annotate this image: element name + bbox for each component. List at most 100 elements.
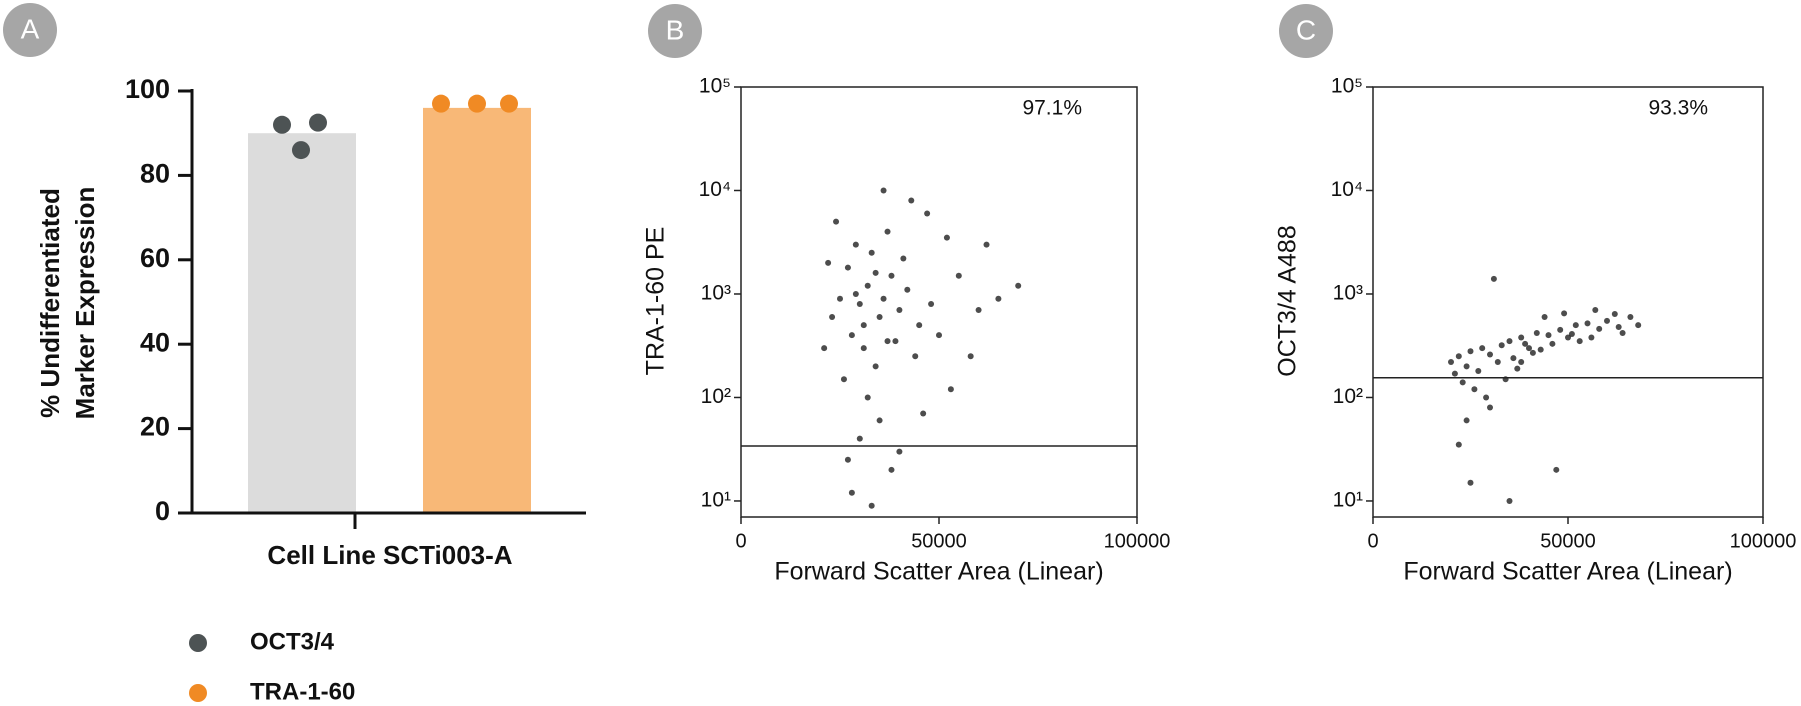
scatter-point	[1448, 359, 1454, 366]
scatter-point	[1635, 322, 1642, 329]
y-tick-label: 100	[125, 74, 170, 104]
scatter-point	[904, 286, 911, 293]
scatter-point	[1479, 345, 1486, 352]
scatter-point	[975, 307, 982, 314]
y-axis-label: % Undifferentiated	[35, 188, 65, 418]
scatter-point	[1506, 497, 1513, 504]
x-tick-label: 100000	[1730, 530, 1797, 552]
scatter-point	[924, 210, 931, 217]
scatter-point	[844, 264, 851, 271]
y-tick-label: 40	[140, 327, 170, 357]
scatter-point	[1553, 466, 1560, 473]
scatter-point	[1627, 313, 1634, 320]
panel-letter: A	[21, 13, 40, 44]
scatter-point	[1471, 386, 1478, 393]
annotation: 93.3%	[1648, 97, 1708, 120]
scatter-point	[1611, 311, 1618, 318]
scatter-point	[916, 322, 923, 329]
scatter-point	[995, 295, 1002, 302]
scatter-point	[848, 489, 855, 496]
scatter-point	[896, 307, 903, 314]
scatter-point	[1584, 320, 1591, 327]
scatter-point	[1545, 332, 1552, 339]
scatter-point	[1518, 334, 1525, 341]
y-tick-label: 10⁵	[1331, 75, 1363, 98]
scatter-point	[860, 322, 867, 329]
scatter-point	[852, 241, 859, 248]
scatter-point	[967, 353, 974, 360]
scatter-point	[1526, 345, 1532, 352]
scatter-point	[829, 313, 836, 320]
scatter-point	[888, 466, 895, 473]
scatter-point	[1592, 307, 1599, 314]
x-axis-label: Forward Scatter Area (Linear)	[1403, 558, 1732, 586]
scatter-point	[1494, 359, 1501, 366]
legend-label: TRA-1-60	[250, 678, 355, 705]
scatter-point	[912, 353, 919, 360]
scatter-point	[1015, 282, 1022, 289]
bar	[423, 107, 531, 513]
y-tick-label: 80	[140, 159, 170, 189]
scatter-point	[896, 448, 903, 455]
y-axis-label: TRA-1-60 PE	[642, 227, 670, 376]
x-tick-label: 50000	[1540, 530, 1596, 552]
scatter-point	[872, 269, 879, 276]
panel-badge	[1279, 4, 1333, 58]
scatter-point	[1604, 317, 1610, 324]
scatter-point	[884, 338, 891, 345]
y-axis-label: Marker Expression	[70, 187, 100, 420]
scatter-point	[908, 197, 915, 204]
scatter-point	[1451, 370, 1458, 377]
plot-frame	[1372, 86, 1764, 518]
scatter-point	[1561, 310, 1568, 317]
scatter-point	[1455, 353, 1462, 360]
y-tick-label: 0	[155, 496, 170, 526]
scatter-point	[888, 272, 895, 279]
scatter-point	[856, 435, 863, 442]
scatter-point	[844, 456, 851, 463]
panel-badge	[648, 4, 702, 58]
scatter-point	[1455, 441, 1462, 448]
scatter-point	[1475, 368, 1482, 375]
scatter-point	[920, 410, 927, 417]
panel-letter: B	[666, 14, 685, 45]
x-tick-label: 50000	[911, 530, 967, 552]
plot-frame	[740, 86, 1138, 518]
scatter-point	[1463, 363, 1470, 370]
scatter-point	[1549, 340, 1556, 347]
scatter-point	[1619, 329, 1626, 336]
y-tick-label: 10³	[701, 282, 731, 305]
y-tick-label: 10³	[1333, 282, 1363, 305]
scatter-point	[1514, 365, 1521, 372]
scatter-point	[947, 386, 954, 393]
data-point	[468, 94, 486, 113]
scatter-point	[852, 290, 859, 297]
scatter-point	[833, 218, 840, 225]
y-tick-label: 60	[140, 243, 170, 273]
x-axis-label: Forward Scatter Area (Linear)	[774, 558, 1103, 586]
scatter-point	[983, 241, 990, 248]
scatter-point	[864, 394, 871, 401]
scatter-point	[1588, 334, 1595, 341]
scatter-point	[892, 338, 899, 345]
scatter-point	[1467, 348, 1474, 355]
panel-badge	[3, 3, 57, 57]
scatter-point	[1541, 313, 1548, 320]
scatter-point	[860, 345, 867, 352]
scatter-point	[1568, 331, 1575, 338]
x-tick-label: 0	[735, 530, 746, 552]
scatter-point	[1565, 334, 1571, 341]
scatter-point	[1487, 351, 1493, 358]
scatter-point	[1506, 338, 1513, 345]
y-tick-label: 10⁴	[699, 178, 731, 201]
scatter-point	[1490, 275, 1497, 282]
scatter-point	[868, 502, 875, 509]
scatter-point	[825, 259, 832, 266]
scatter-point	[884, 228, 891, 235]
data-point	[309, 113, 327, 132]
bar	[248, 133, 356, 513]
scatter-point	[900, 255, 907, 262]
scatter-point	[1557, 326, 1564, 333]
scatter-point	[1463, 417, 1470, 424]
